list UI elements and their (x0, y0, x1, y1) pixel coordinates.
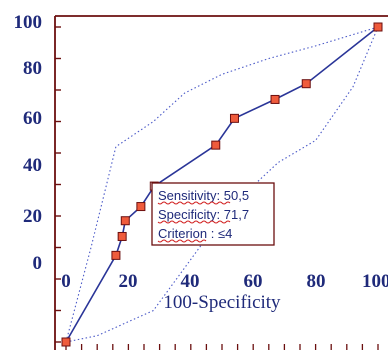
roc-point (112, 251, 120, 259)
roc-point (302, 80, 310, 88)
roc-point (271, 95, 279, 103)
tick-labels: 100 80 60 40 20 00 20 40 60 80 100 (14, 12, 388, 292)
tooltip-specificity: Specificity: 71,7 (158, 207, 249, 222)
y-tick-label: 80 (23, 58, 42, 79)
x-tick-label: 60 (244, 271, 263, 292)
roc-point (62, 338, 70, 346)
x-tick-label: 20 (119, 271, 138, 292)
roc-point (212, 141, 220, 149)
y-tick-label: 20 (23, 206, 42, 227)
y-tick-label: 40 (23, 155, 42, 176)
x-tick-label: 80 (307, 271, 326, 292)
roc-point (230, 114, 238, 122)
x-tick-label: 100 (362, 271, 388, 292)
x-tick-label: 0 (61, 271, 71, 292)
y-tick-label: 60 (23, 108, 42, 129)
roc-point (118, 232, 126, 240)
roc-point (137, 203, 145, 211)
roc-point (121, 217, 129, 225)
tooltip-criterion: Criterion : ≤4 (158, 226, 232, 241)
y-tick-label: 0 (33, 253, 43, 274)
x-tick-label: 40 (181, 271, 200, 292)
x-axis-title: 100-Specificity (163, 292, 281, 313)
y-tick-label: 100 (14, 12, 43, 33)
roc-point (374, 23, 382, 31)
tooltip-sensitivity: Sensitivity: 50,5 (158, 188, 249, 203)
criterion-tooltip: Sensitivity: 50,5 Specificity: 71,7 Crit… (152, 183, 274, 245)
